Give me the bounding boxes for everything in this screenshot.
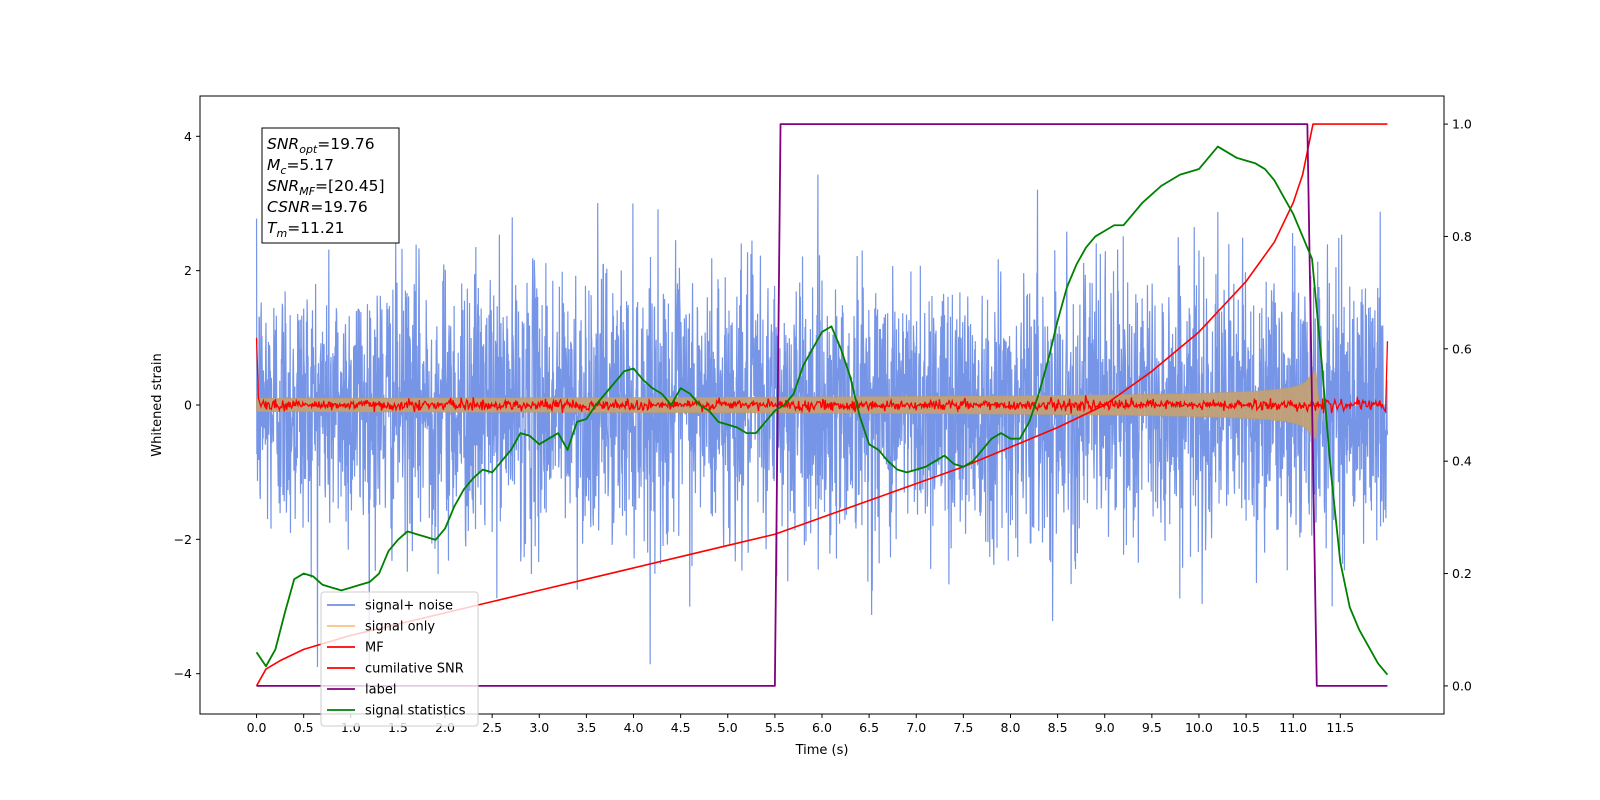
y-axis-label: Whitened strain [150,353,165,456]
annotation-value: =5.17 [286,156,334,174]
series-signal-only [256,371,1321,439]
x-tick-label: 11.0 [1279,720,1307,735]
x-axis-label: Time (s) [795,743,849,758]
annotation-box: SNRopt=19.76Mc=5.17SNRMF=[20.45]CSNR=19.… [261,127,400,244]
y-right-tick-label: 0.8 [1452,229,1472,244]
series-signal-statistics [255,145,1389,676]
legend-entry: MF [365,641,384,656]
annotation-subscript: m [276,227,287,240]
x-tick-label: 0.5 [294,720,314,735]
annotation-subscript: c [280,164,286,177]
x-tick-label: 11.5 [1326,720,1354,735]
annotation-frame [261,127,400,244]
x-tick-label: 7.0 [906,720,926,735]
legend-frame [320,591,479,727]
y-axis-left: 4 2 0 −2 −4 [174,129,200,681]
y-right-tick-label: 1.0 [1452,117,1472,132]
x-tick-label: 8.0 [1001,720,1021,735]
annotation-line: SNRMF=[20.45] [267,177,385,198]
annotation-line: SNRopt=19.76 [267,135,375,156]
legend: signal+ noise signal only MF cumilative SNR… [320,591,479,727]
x-tick-label: 3.5 [576,720,596,735]
y-left-tick-label: −4 [174,666,192,681]
y-right-tick-label: 0.2 [1452,566,1472,581]
y-left-tick-label: −2 [174,532,192,547]
annotation-line: Tm=11.21 [267,219,345,240]
x-tick-label: 8.5 [1048,720,1068,735]
series-label [256,123,1388,687]
annotation-symbol: SNR [267,135,299,153]
y-left-tick-label: 0 [184,398,192,413]
y-left-tick-label: 2 [184,263,192,278]
annotation-value: =19.76 [317,135,374,153]
x-tick-label: 9.5 [1142,720,1162,735]
annotation-line: Mc=5.17 [267,156,334,177]
x-tick-label: 4.0 [624,720,644,735]
annotation-symbol: CSNR [267,198,310,216]
y-right-tick-label: 0.6 [1452,341,1472,356]
legend-entry: signal+ noise [365,599,453,614]
annotation-subscript: opt [299,143,318,156]
series-mf [255,337,1389,414]
y-axis-right: 1.0 0.8 0.6 0.4 0.2 0.0 [1444,117,1472,693]
x-tick-label: 4.5 [671,720,691,735]
annotation-line: CSNR=19.76 [267,198,368,216]
x-tick-label: 9.0 [1095,720,1115,735]
x-tick-label: 10.0 [1185,720,1213,735]
annotation-subscript: MF [299,185,315,198]
legend-entry: signal statistics [365,704,466,719]
annotation-symbol: SNR [267,177,299,195]
y-right-tick-label: 0.4 [1452,454,1472,469]
x-tick-label: 6.0 [812,720,832,735]
x-tick-label: 10.5 [1232,720,1260,735]
annotation-value: =11.21 [287,219,344,237]
annotation-value: =[20.45] [315,177,384,195]
annotation-symbol: T [267,219,278,237]
legend-entry: label [365,683,396,698]
legend-entry: cumilative SNR [365,662,464,677]
legend-entry: signal only [365,620,435,635]
x-tick-label: 3.0 [529,720,549,735]
x-tick-label: 0.0 [247,720,267,735]
y-right-tick-label: 0.0 [1452,678,1472,693]
x-tick-label: 5.0 [718,720,738,735]
x-tick-label: 6.5 [859,720,879,735]
x-tick-label: 7.5 [953,720,973,735]
y-left-tick-label: 4 [184,129,192,144]
series-signal-noise [255,174,1389,667]
x-tick-label: 5.5 [765,720,785,735]
x-tick-label: 2.5 [482,720,502,735]
annotation-symbol: M [267,156,280,174]
annotation-value: =19.76 [310,198,367,216]
